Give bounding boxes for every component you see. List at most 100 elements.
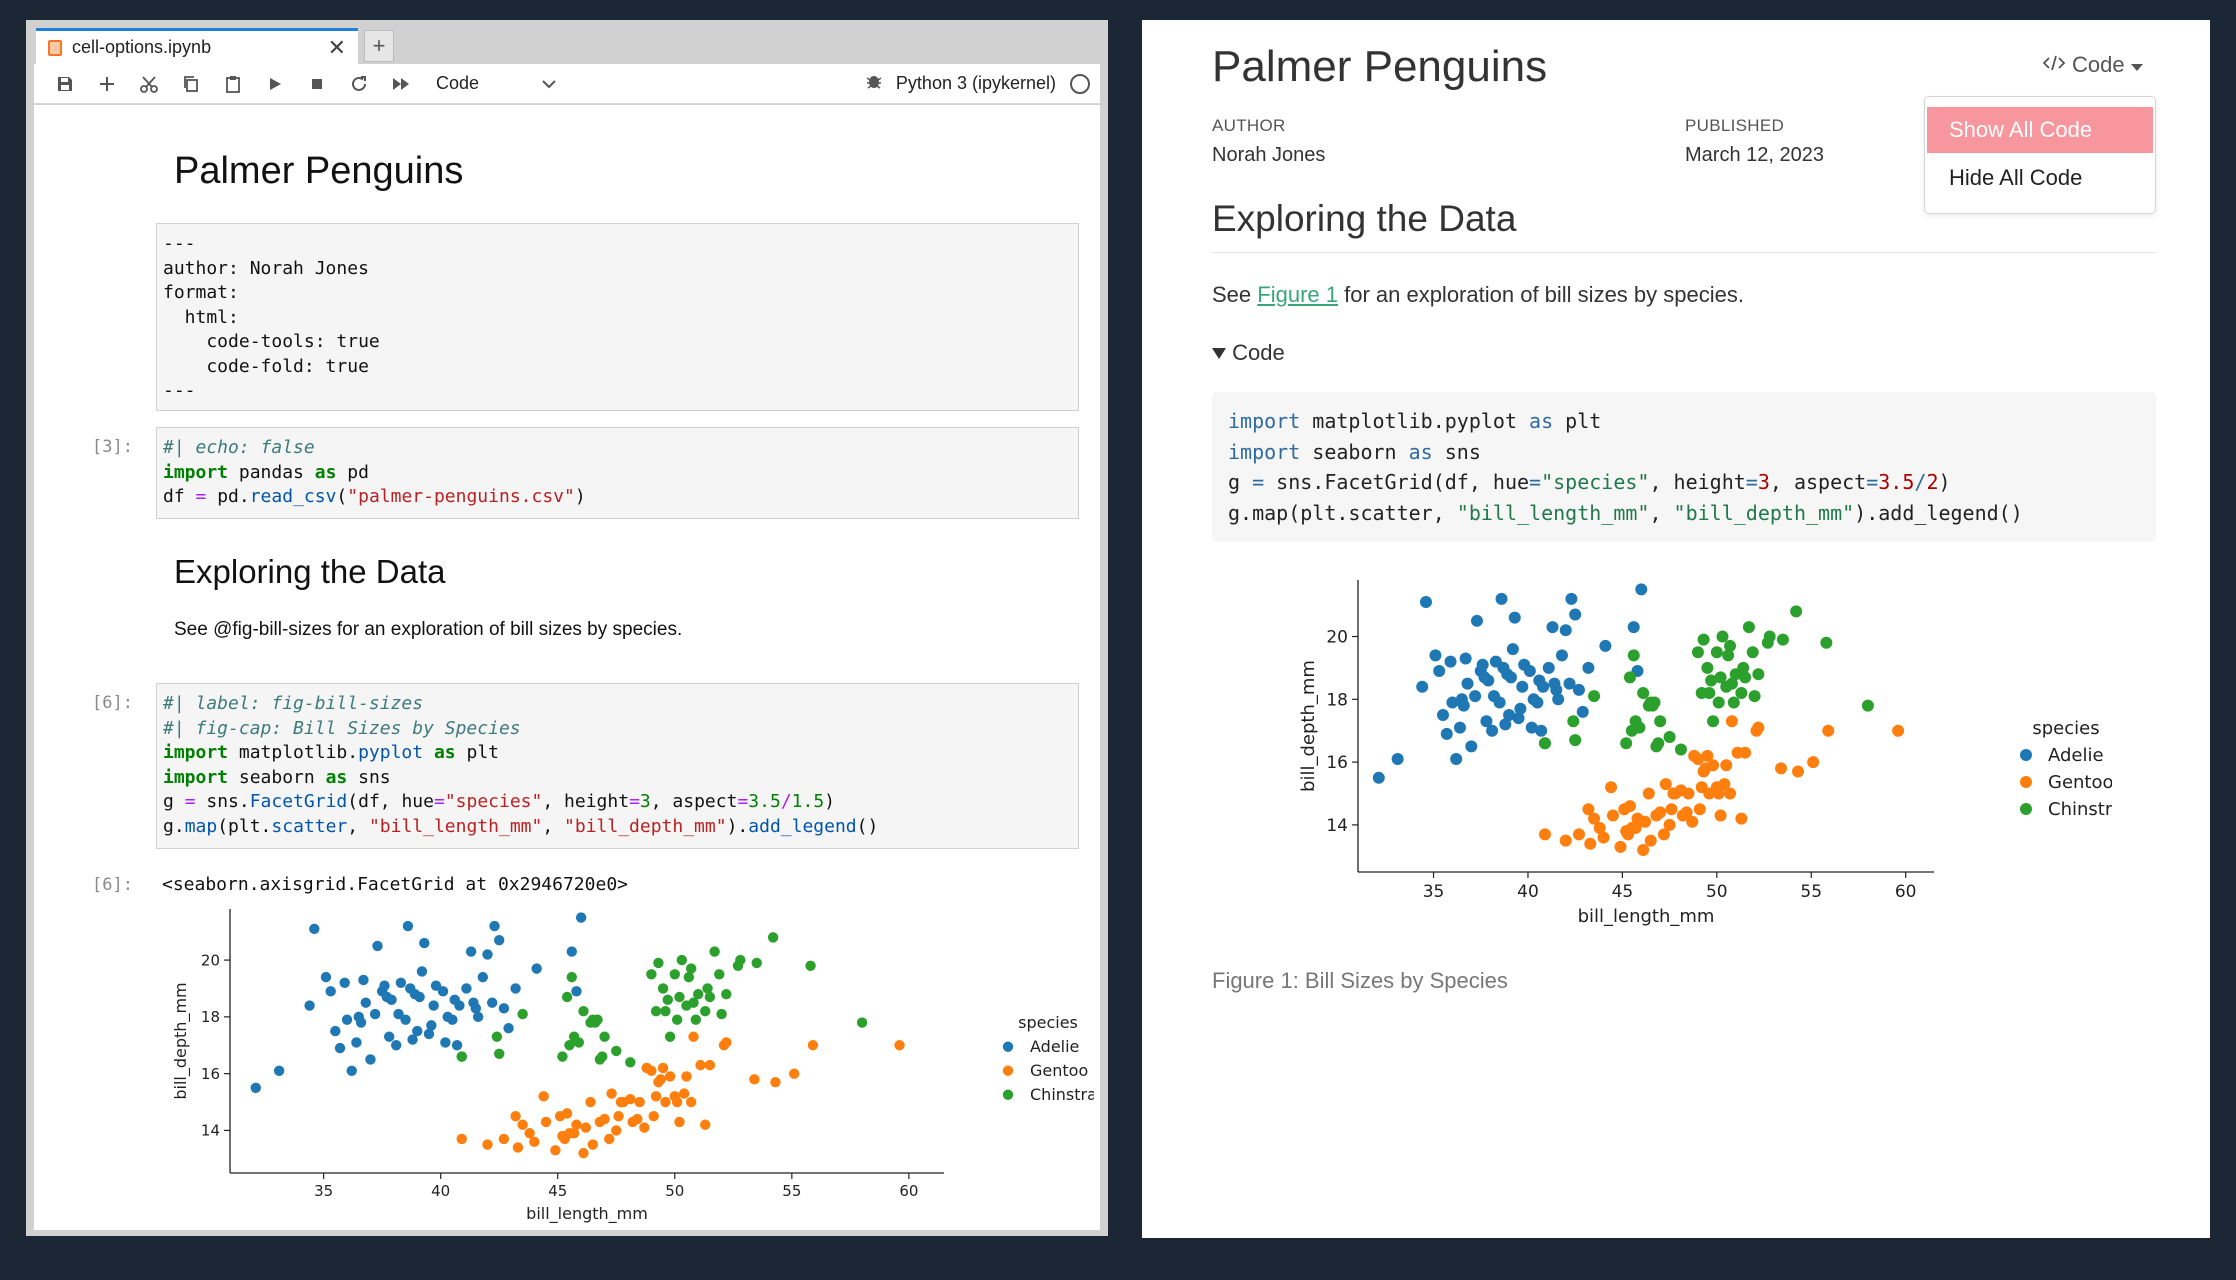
data-point-adelie xyxy=(407,1034,418,1045)
cell-prompt: [6]: xyxy=(92,693,133,713)
data-point-chinstrap xyxy=(700,1005,711,1017)
code-tools-button[interactable]: Code xyxy=(2042,52,2143,78)
new-tab-button[interactable]: + xyxy=(364,30,394,62)
legend-marker-chinstrap xyxy=(2020,803,2032,816)
legend-label-adelie: Adelie xyxy=(1030,1037,1079,1056)
code-line: import pandas as pd xyxy=(163,461,369,483)
paste-icon[interactable] xyxy=(212,68,254,100)
data-point-gentoo xyxy=(611,1125,622,1136)
data-point-chinstrap xyxy=(1623,671,1636,684)
legend-marker-gentoo xyxy=(1002,1065,1014,1076)
data-point-gentoo xyxy=(655,1074,666,1085)
data-point-adelie xyxy=(393,1008,404,1020)
data-point-chinstrap xyxy=(1637,687,1650,700)
data-point-gentoo xyxy=(1739,746,1752,759)
data-point-gentoo xyxy=(1663,818,1676,831)
data-point-gentoo xyxy=(700,1119,711,1130)
data-point-gentoo xyxy=(538,1091,549,1102)
data-point-gentoo xyxy=(657,1062,669,1074)
hide-all-code-item[interactable]: Hide All Code xyxy=(1949,165,2083,190)
data-point-chinstrap xyxy=(1724,639,1737,652)
y-tick-label: 20 xyxy=(1326,627,1348,647)
cell-type-select[interactable]: Code xyxy=(436,73,556,94)
raw-line: code-fold: true xyxy=(163,355,369,377)
data-point-gentoo xyxy=(580,1122,592,1133)
data-point-chinstrap xyxy=(564,1040,575,1051)
data-point-adelie xyxy=(1555,649,1568,662)
data-point-chinstrap xyxy=(805,960,816,971)
run-icon[interactable] xyxy=(254,68,296,100)
paragraph: See @fig-bill-sizes for an exploration o… xyxy=(174,619,683,640)
data-point-chinstrap xyxy=(646,969,657,980)
legend-label-adelie: Adelie xyxy=(2048,745,2104,766)
data-point-gentoo xyxy=(1639,815,1652,828)
data-point-adelie xyxy=(1480,715,1493,728)
data-point-chinstrap xyxy=(704,991,716,1003)
notebook-icon xyxy=(48,39,62,56)
notebook-tab[interactable]: cell-options.ipynb ✕ xyxy=(36,28,358,64)
data-point-gentoo xyxy=(695,1059,706,1071)
data-point-gentoo xyxy=(807,1040,819,1051)
legend-label-chinstrap: Chinstrap xyxy=(1030,1085,1094,1104)
restart-icon[interactable] xyxy=(338,68,380,100)
data-point-adelie xyxy=(414,991,425,1003)
data-point-chinstrap xyxy=(1701,661,1714,674)
kernel-status[interactable]: Python 3 (ipykernel) xyxy=(866,72,1090,95)
kernel-name: Python 3 (ipykernel) xyxy=(895,73,1056,93)
scatter-chart-notebook: 35 40 45 50 55 60 14 16 18 20 bill_length_mm bill_d… xyxy=(171,909,1094,1224)
data-point-gentoo xyxy=(1559,834,1572,847)
stop-icon[interactable] xyxy=(296,68,338,100)
bug-icon[interactable] xyxy=(866,72,882,95)
data-point-gentoo xyxy=(749,1074,760,1085)
data-point-chinstrap xyxy=(578,1005,589,1017)
code-fold-toggle[interactable]: Code xyxy=(1212,340,1285,366)
close-icon[interactable]: ✕ xyxy=(327,34,346,60)
data-point-gentoo xyxy=(678,1088,690,1099)
add-cell-icon[interactable] xyxy=(86,68,128,100)
x-tick-label: 60 xyxy=(1895,882,1917,902)
code-cell-2[interactable]: #| label: fig-bill-sizes #| fig-cap: Bill… xyxy=(156,683,1079,849)
data-point-chinstrap xyxy=(1861,699,1874,712)
data-point-adelie xyxy=(1504,671,1517,684)
data-point-chinstrap xyxy=(1716,630,1729,643)
data-point-chinstrap xyxy=(1569,734,1582,747)
y-tick-label: 14 xyxy=(1326,816,1348,836)
show-all-code-item[interactable]: Show All Code xyxy=(1927,107,2153,153)
data-point-adelie xyxy=(1512,712,1525,725)
copy-icon[interactable] xyxy=(170,68,212,100)
data-point-chinstrap xyxy=(1737,661,1750,674)
data-point-adelie xyxy=(1635,583,1648,596)
data-point-gentoo xyxy=(639,1122,650,1133)
page-title: Palmer Penguins xyxy=(1212,42,1548,91)
data-point-adelie xyxy=(1514,702,1527,715)
cut-icon[interactable] xyxy=(128,68,170,100)
data-point-adelie xyxy=(486,997,498,1008)
x-tick-label: 35 xyxy=(314,1182,333,1200)
data-point-gentoo xyxy=(1714,809,1727,822)
data-point-gentoo xyxy=(1892,724,1905,737)
data-point-adelie xyxy=(386,994,397,1006)
data-point-gentoo xyxy=(1588,812,1601,825)
data-point-chinstrap xyxy=(1746,646,1759,659)
data-point-adelie xyxy=(461,983,472,994)
data-point-adelie xyxy=(1391,752,1404,765)
save-icon[interactable] xyxy=(44,68,86,100)
data-point-adelie xyxy=(465,946,477,957)
code-tools-menu: Show All Code Hide All Code xyxy=(1924,96,2156,214)
caret-down-icon xyxy=(1212,340,1232,365)
cell-prompt: [3]: xyxy=(92,437,133,457)
code-cell-1[interactable]: #| echo: false import pandas as pd df = pd… xyxy=(156,427,1079,519)
raw-cell[interactable]: --- author: Norah Jones format: html: co… xyxy=(156,223,1079,411)
data-point-chinstrap xyxy=(1588,690,1601,703)
data-point-gentoo xyxy=(1665,803,1678,816)
figure-link[interactable]: Figure 1 xyxy=(1257,282,1338,307)
data-point-chinstrap xyxy=(1652,737,1665,750)
data-point-adelie xyxy=(402,920,414,932)
data-point-gentoo xyxy=(1629,822,1642,835)
data-point-chinstrap xyxy=(767,932,779,943)
output-text: <seaborn.axisgrid.FacetGrid at 0x2946720… xyxy=(162,874,628,895)
data-point-adelie xyxy=(346,1065,357,1077)
data-point-adelie xyxy=(1486,724,1499,737)
fast-forward-icon[interactable] xyxy=(380,68,422,100)
legend-title: species xyxy=(1018,1013,1078,1032)
